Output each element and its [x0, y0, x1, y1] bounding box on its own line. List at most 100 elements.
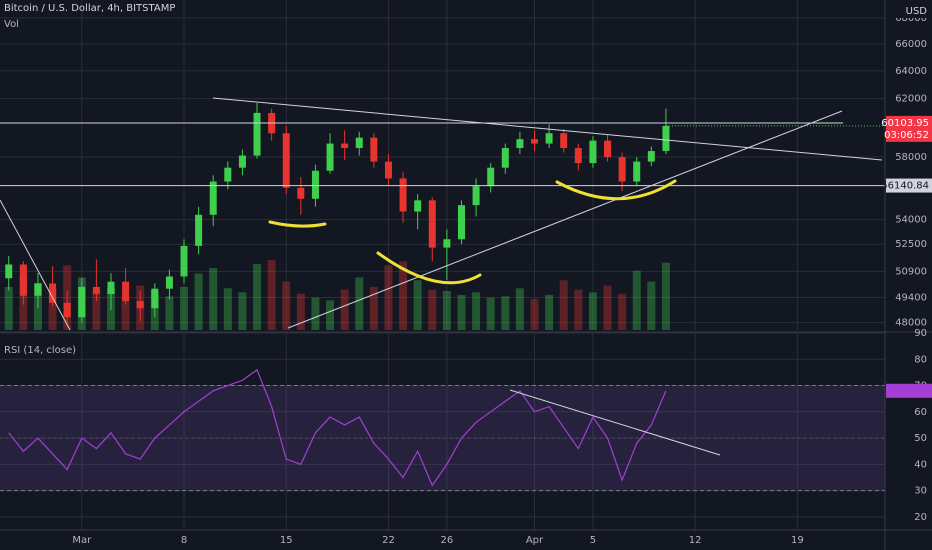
- volume-bar: [603, 285, 612, 330]
- volume-bar: [501, 296, 510, 330]
- volume-bar: [180, 286, 189, 330]
- candle-body: [414, 200, 422, 212]
- candle-body: [487, 167, 495, 187]
- candle-body: [370, 137, 378, 162]
- candle-body: [574, 148, 582, 164]
- volume-bar: [428, 289, 437, 330]
- y-tick-label: 80: [914, 354, 927, 365]
- level-label-box: [886, 178, 932, 193]
- y-tick-label: 40: [914, 459, 927, 470]
- trend-line: [287, 110, 843, 329]
- volume-bar: [223, 288, 232, 330]
- volume-bar: [282, 281, 291, 330]
- candle-body: [384, 161, 392, 179]
- volume-bar: [355, 277, 364, 330]
- volume-bar: [472, 292, 481, 330]
- y-tick-label: 48000: [895, 318, 927, 329]
- y-tick-label: 64000: [895, 66, 927, 77]
- volume-bar: [413, 280, 422, 330]
- trend-line: [0, 199, 71, 331]
- y-tick-label: 60: [914, 407, 927, 418]
- candle-body: [560, 133, 568, 149]
- y-tick-label: 62000: [895, 94, 927, 105]
- volume-bar: [4, 286, 13, 330]
- y-tick-label: 49400: [895, 293, 927, 304]
- candle-body: [122, 281, 130, 302]
- x-tick-label: 22: [382, 535, 395, 546]
- volume-bar: [588, 292, 597, 330]
- volume-bar: [618, 293, 627, 330]
- candle-body: [238, 155, 246, 168]
- candle-body: [443, 239, 451, 248]
- volume-bar: [442, 290, 451, 330]
- candle-body: [457, 205, 465, 240]
- candle-body: [428, 200, 436, 248]
- candle-body: [136, 301, 144, 309]
- candle-body: [604, 140, 612, 158]
- x-tick-label: Apr: [526, 535, 544, 546]
- drawings: [0, 97, 885, 456]
- currency: USD: [906, 6, 928, 17]
- marks: [0, 102, 885, 492]
- x-tick-label: 12: [689, 535, 702, 546]
- y-tick-label: 20: [914, 512, 927, 523]
- volume-bar: [92, 293, 101, 330]
- candle-body: [180, 245, 188, 277]
- candle-body: [224, 167, 232, 182]
- volume-bar: [632, 270, 641, 330]
- volume-bar: [121, 295, 130, 330]
- candle-body: [282, 133, 290, 188]
- countdown: 03:06:52: [884, 130, 929, 141]
- candle-body: [253, 112, 261, 156]
- x-tick-label: 15: [280, 535, 293, 546]
- pattern-curve: [555, 179, 677, 201]
- x-tick-label: 19: [791, 535, 804, 546]
- candle-body: [209, 181, 217, 215]
- trend-line: [212, 97, 883, 161]
- candle-body: [647, 151, 655, 162]
- rsi-title: RSI (14, close): [4, 345, 76, 356]
- candle-body: [326, 143, 334, 171]
- volume-bar: [457, 295, 466, 330]
- volume-bar: [486, 297, 495, 330]
- candle-body: [19, 264, 27, 296]
- candle-body: [589, 140, 597, 164]
- volume-bar: [48, 289, 57, 330]
- last-price-box: [886, 115, 932, 142]
- volume-bar: [369, 286, 378, 330]
- currency-box: [895, 4, 931, 18]
- candle-body: [151, 288, 159, 309]
- candle-body: [501, 148, 509, 168]
- volume-bar: [238, 292, 247, 330]
- candle-body: [5, 264, 13, 279]
- y-tick-label: 52500: [895, 239, 927, 250]
- volume-bar: [194, 273, 203, 330]
- volume-label: Vol: [4, 19, 19, 30]
- volume-bar: [647, 281, 656, 330]
- candle-body: [531, 139, 539, 144]
- volume-bar: [209, 268, 218, 330]
- candle-body: [107, 281, 115, 294]
- volume-bar: [399, 261, 408, 330]
- volume-bar: [296, 293, 305, 330]
- candle-body: [297, 187, 305, 199]
- last-price: 60103.95: [881, 118, 929, 129]
- rsi-trend-line: [509, 389, 721, 456]
- volume-bar: [559, 280, 568, 330]
- candle-body: [472, 186, 480, 206]
- candle-body: [341, 143, 349, 149]
- candle-body: [34, 283, 42, 296]
- rsi-value-box: [886, 383, 932, 398]
- y-tick-label: 30: [914, 486, 927, 497]
- y-tick-label: 54000: [895, 215, 927, 226]
- x-tick-label: 5: [590, 535, 596, 546]
- labels: Mar 8 15 22 26 Apr 5 12 19 48000 49400 50900 52500 54…: [72, 13, 932, 546]
- y-tick-label: 66000: [895, 39, 927, 50]
- y-tick-label: 90: [914, 328, 927, 339]
- y-tick-label: 68000: [895, 13, 927, 24]
- symbol-title: Bitcoin / U.S. Dollar, 4h, BITSTAMP: [4, 3, 175, 14]
- volume-bar: [326, 300, 335, 330]
- candle-body: [78, 286, 86, 318]
- y-tick-label: 50900: [895, 266, 927, 277]
